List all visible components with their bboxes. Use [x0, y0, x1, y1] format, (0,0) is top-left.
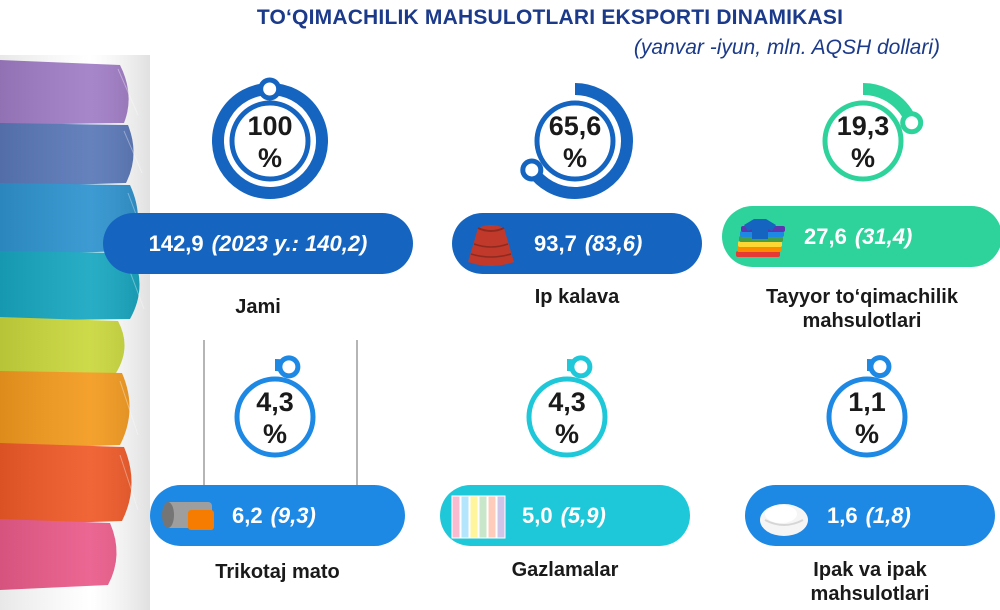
share-ring: 65,6%: [520, 83, 633, 199]
share-ring: 1,1%: [826, 355, 908, 458]
silk-icon: [760, 504, 808, 536]
previous-year-value: (9,3): [270, 502, 316, 528]
chart-title: TO‘QIMACHILIK MAHSULOTLARI EKSPORTI DINA…: [256, 6, 844, 29]
divider-left: [203, 340, 205, 490]
category-label: Tayyor to‘qimachilik mahsulotlari: [712, 285, 1000, 333]
category-label-line: mahsulotlari: [802, 310, 922, 332]
export-value: 93,7: [534, 230, 577, 256]
chart-subtitle: (yanvar -iyun, mln. AQSH dollari): [633, 36, 940, 59]
export-value: 27,6: [804, 223, 847, 249]
share-ring: 100%: [212, 77, 328, 199]
category-label-line: Tayyor to‘qimachilik: [766, 286, 958, 308]
previous-year-value: (31,4): [854, 223, 913, 249]
share-arc: [212, 83, 328, 199]
share-percent-sign: %: [855, 419, 879, 449]
share-percent-sign: %: [563, 143, 587, 173]
share-arc: [526, 83, 633, 199]
share-ring: 19,3%: [822, 83, 924, 182]
ring-outline: [534, 100, 616, 182]
category-label: Gazlamalar: [415, 558, 715, 582]
share-value-text: 100: [247, 111, 292, 141]
share-percent-sign: %: [851, 143, 875, 173]
divider-right: [356, 340, 358, 490]
category-label-line: Jami: [235, 296, 281, 318]
yarn-cone-icon: [468, 225, 514, 266]
export-value: 142,9: [148, 230, 204, 256]
category-label: Ipak va ipak mahsulotlari: [720, 558, 1000, 606]
share-ring: 4,3%: [234, 355, 316, 458]
share-ring: 4,3%: [526, 355, 608, 458]
share-value-text: 4,3: [548, 387, 586, 417]
previous-year-value: (5,9): [560, 502, 606, 528]
ring-outline: [229, 100, 311, 182]
arc-knob: [569, 355, 593, 379]
fabric-roll-icon: [162, 502, 214, 530]
arc-knob: [258, 77, 282, 101]
previous-year-value: (2023 y.: 140,2): [211, 230, 368, 256]
share-value-text: 65,6: [549, 111, 602, 141]
ring-outline: [234, 376, 316, 458]
fabric-stack-image: [0, 55, 150, 610]
share-value-text: 4,3: [256, 387, 294, 417]
export-value: 1,6: [827, 502, 858, 528]
category-label-line: Ip kalava: [534, 286, 620, 308]
share-value-text: 1,1: [848, 387, 886, 417]
share-percent-sign: %: [263, 419, 287, 449]
ring-outline: [822, 100, 904, 182]
category-label: Ip kalava: [427, 285, 727, 309]
fabric-bolts-icon: [451, 495, 506, 539]
arc-knob: [520, 158, 544, 182]
category-label-line: Ipak va ipak: [813, 559, 927, 581]
value-pill: 142,9 (2023 y.: 140,2): [103, 213, 413, 274]
export-value: 5,0: [522, 502, 553, 528]
category-label: Jami: [108, 295, 408, 319]
share-percent-sign: %: [555, 419, 579, 449]
previous-year-value: (1,8): [865, 502, 911, 528]
arc-knob: [277, 355, 301, 379]
export-value: 6,2: [232, 502, 263, 528]
folded-clothes-icon: [736, 219, 785, 257]
arc-knob: [868, 355, 892, 379]
category-label-line: mahsulotlari: [810, 583, 930, 605]
ring-outline: [826, 376, 908, 458]
previous-year-value: (83,6): [584, 230, 643, 256]
share-percent-sign: %: [258, 143, 282, 173]
ring-outline: [526, 376, 608, 458]
category-label-line: Trikotaj mato: [215, 561, 340, 583]
share-value-text: 19,3: [837, 111, 890, 141]
category-label: Trikotaj mato: [128, 560, 428, 584]
category-label-line: Gazlamalar: [511, 559, 619, 581]
arc-knob: [900, 111, 924, 135]
